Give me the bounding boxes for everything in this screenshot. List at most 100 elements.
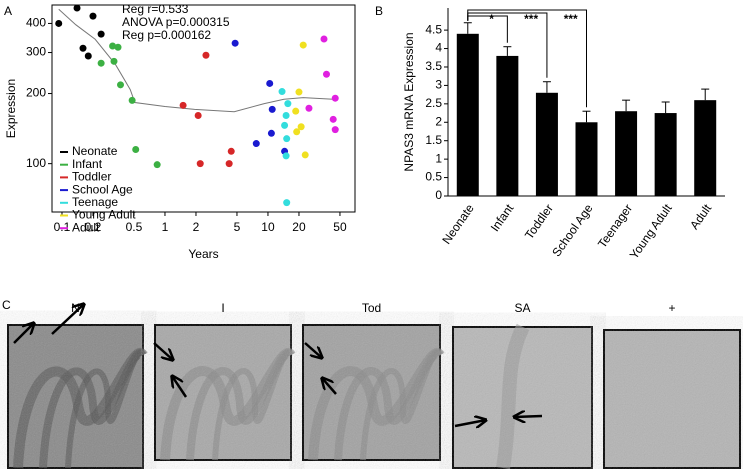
x-tick-label: Teenager xyxy=(595,202,635,251)
data-point xyxy=(114,43,122,51)
micrograph: SA xyxy=(452,301,593,469)
x-tick-label: 50 xyxy=(333,220,347,234)
data-point xyxy=(267,129,275,137)
micrograph: Tod xyxy=(302,301,445,461)
data-point xyxy=(282,152,290,160)
x-tick-label: Toddler xyxy=(522,202,556,242)
y-tick-label: 0.5 xyxy=(425,170,442,184)
data-point xyxy=(153,161,161,169)
bar xyxy=(654,113,677,196)
data-point xyxy=(225,160,233,168)
x-tick-label: 10 xyxy=(261,220,275,234)
data-point xyxy=(320,35,328,43)
x-tick-label: Infant xyxy=(488,201,517,234)
significance-label: *** xyxy=(564,12,578,26)
data-point xyxy=(89,12,97,20)
image-label: Tod xyxy=(362,301,381,315)
legend-label: Infant xyxy=(72,157,103,171)
data-point xyxy=(268,105,276,113)
y-tick-label: 300 xyxy=(26,45,46,59)
image-grain xyxy=(8,325,143,468)
data-point xyxy=(266,79,274,87)
legend-label: Neonate xyxy=(72,144,118,158)
data-point xyxy=(299,41,307,49)
data-point xyxy=(179,101,187,109)
x-axis-label: Years xyxy=(188,247,218,261)
y-tick-label: 1.5 xyxy=(425,133,442,147)
significance-bracket xyxy=(467,9,587,108)
image-grain xyxy=(453,327,592,468)
annotation: Reg p=0.000162 xyxy=(122,28,211,42)
arrow xyxy=(454,420,486,426)
y-tick-label: 4 xyxy=(435,41,442,55)
data-point xyxy=(284,100,292,108)
x-tick-label: 0.2 xyxy=(85,220,102,234)
y-tick-label: 3 xyxy=(435,78,442,92)
data-point xyxy=(293,128,301,136)
panel-label: C xyxy=(2,298,11,312)
arrow xyxy=(304,342,322,358)
data-point xyxy=(128,96,136,104)
data-point xyxy=(281,121,289,129)
legend-label: Adult xyxy=(72,220,100,234)
data-point xyxy=(295,88,303,96)
y-tick-label: 400 xyxy=(26,16,46,30)
y-tick-label: 200 xyxy=(26,86,46,100)
data-point xyxy=(283,135,291,143)
data-point xyxy=(331,94,339,102)
y-tick-label: 4.5 xyxy=(425,22,442,36)
y-tick-label: 3.5 xyxy=(425,59,442,73)
arrow xyxy=(322,378,337,395)
data-point xyxy=(322,70,330,78)
x-tick-label: School Age xyxy=(549,201,595,259)
x-tick-label: 0.1 xyxy=(54,220,71,234)
image-grain xyxy=(604,330,740,468)
micrograph: N xyxy=(7,301,148,469)
annotation: Reg r=0.533 xyxy=(122,2,189,16)
y-axis-label: NPAS3 mRNA Expression xyxy=(402,32,416,171)
image-label: I xyxy=(221,301,224,315)
data-point xyxy=(110,57,118,65)
bar xyxy=(496,55,519,196)
image-label: N xyxy=(71,301,80,315)
image-grain xyxy=(155,325,291,460)
data-point xyxy=(331,126,339,134)
y-tick-label: 2 xyxy=(435,114,442,128)
legend-label: School Age xyxy=(72,182,133,196)
image-grain xyxy=(303,325,440,460)
x-tick-label: 20 xyxy=(292,220,306,234)
panel-label: A xyxy=(4,4,12,18)
y-axis-label: Expression xyxy=(4,79,18,138)
micrograph: + xyxy=(603,301,741,469)
legend-label: Teenage xyxy=(72,195,118,209)
bar xyxy=(575,122,598,196)
x-tick-label: Adult xyxy=(687,201,715,232)
significance-label: * xyxy=(489,12,494,26)
plot-frame xyxy=(51,4,356,213)
data-point xyxy=(79,44,87,52)
image-label: SA xyxy=(514,301,530,315)
data-point xyxy=(202,51,210,59)
arrow xyxy=(514,416,543,417)
legend-label: Young Adult xyxy=(72,208,136,222)
data-point xyxy=(329,115,337,123)
panel-label: B xyxy=(375,4,383,18)
data-point xyxy=(282,111,290,119)
data-point xyxy=(55,19,63,27)
data-point xyxy=(231,39,239,47)
data-point xyxy=(117,81,125,89)
x-tick-label: Neonate xyxy=(439,201,477,246)
data-point xyxy=(278,88,286,96)
x-tick-label: 5 xyxy=(234,220,241,234)
y-tick-label: 2.5 xyxy=(425,96,442,110)
x-tick-label: 2 xyxy=(193,220,200,234)
arrow xyxy=(51,304,84,335)
legend-label: Toddler xyxy=(72,170,111,184)
arrow xyxy=(172,376,188,398)
data-point xyxy=(73,4,81,12)
data-point xyxy=(84,52,92,60)
y-tick-label: 100 xyxy=(26,156,46,170)
bar xyxy=(694,100,717,196)
bar xyxy=(615,111,638,196)
